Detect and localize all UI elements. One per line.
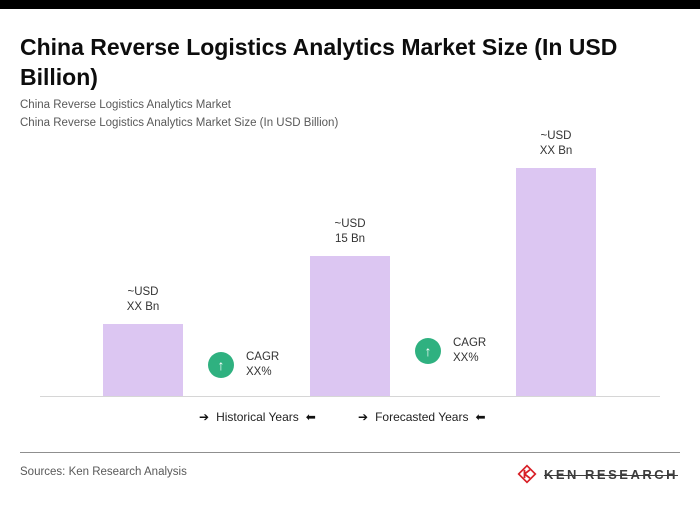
- bar-group-current: ~USD 15 Bn: [310, 217, 390, 396]
- bar-chart: ~USD XX Bn ~USD 15 Bn ~USD XX Bn ↑ CAGR …: [40, 120, 660, 397]
- bar-group-forecast: ~USD XX Bn: [516, 129, 596, 396]
- cagr-text: CAGR XX%: [246, 350, 279, 380]
- bar-value-line1: ~USD: [540, 130, 572, 143]
- axis-label-forecasted-years: ➔ Forecasted Years ⬅: [358, 410, 486, 424]
- cagr-annotation-historical: ↑ CAGR XX%: [208, 350, 279, 380]
- period-text: Historical Years: [216, 410, 299, 424]
- cagr-value: XX%: [453, 351, 479, 364]
- cagr-label: CAGR: [246, 351, 280, 363]
- bar-value-line1: ~USD: [127, 286, 159, 299]
- ken-research-logo: KEN RESEARCH: [517, 464, 678, 484]
- source-note: Sources: Ken Research Analysis: [20, 466, 187, 478]
- footer-divider: [20, 452, 680, 453]
- bar-value-label: ~USD XX Bn: [127, 285, 160, 315]
- logo-wordmark: KEN RESEARCH: [543, 466, 678, 482]
- ken-research-k-diamond-icon: [517, 464, 537, 484]
- bar-historical: [103, 324, 183, 396]
- right-arrow-icon: ➔: [199, 410, 210, 424]
- bar-value-label: ~USD XX Bn: [540, 129, 573, 159]
- bar-value-label: ~USD 15 Bn: [335, 217, 366, 247]
- cagr-value: XX%: [246, 365, 272, 378]
- left-arrow-icon: ⬅: [305, 410, 316, 424]
- growth-up-arrow-icon: ↑: [208, 351, 234, 378]
- axis-label-historical-years: ➔ Historical Years ⬅: [199, 410, 316, 424]
- bar-forecast: [516, 168, 596, 396]
- period-text: Forecasted Years: [375, 410, 469, 424]
- growth-up-arrow-icon: ↑: [415, 337, 441, 364]
- bar-value-line2: XX Bn: [126, 301, 160, 314]
- bar-value-line2: XX Bn: [539, 145, 573, 158]
- right-arrow-icon: ➔: [358, 410, 369, 424]
- top-accent-bar: [0, 0, 700, 9]
- bar-value-line1: ~USD: [334, 218, 366, 231]
- bar-current: [310, 256, 390, 396]
- bar-value-line2: 15 Bn: [334, 233, 366, 246]
- page-title: China Reverse Logistics Analytics Market…: [20, 34, 618, 91]
- chart-subtitle-size: China Reverse Logistics Analytics Market…: [20, 117, 339, 129]
- cagr-label: CAGR: [453, 337, 487, 349]
- left-arrow-icon: ⬅: [475, 410, 486, 424]
- bar-group-historical: ~USD XX Bn: [103, 285, 183, 396]
- cagr-annotation-forecast: ↑ CAGR XX%: [415, 336, 486, 366]
- cagr-text: CAGR XX%: [453, 336, 486, 366]
- chart-subtitle-market: China Reverse Logistics Analytics Market: [20, 99, 231, 111]
